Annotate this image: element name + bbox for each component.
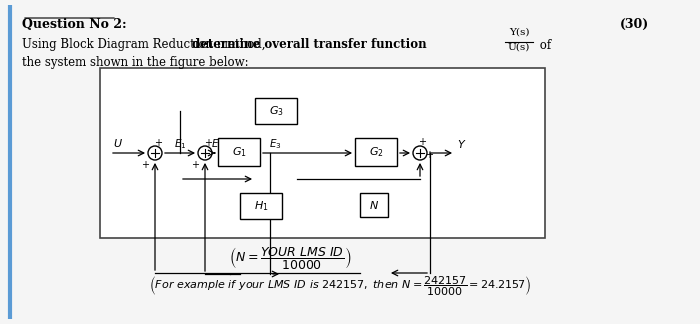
Text: $G_1$: $G_1$ [232,145,246,159]
Bar [255,98,297,124]
Text: +: + [425,150,433,160]
Text: of: of [536,39,551,52]
Bar [218,138,260,166]
Text: Y(s): Y(s) [509,28,529,37]
Text: $E_3$: $E_3$ [269,137,281,151]
Text: determine overall transfer function: determine overall transfer function [192,38,426,51]
Text: Using Block Diagram Reduction method,: Using Block Diagram Reduction method, [22,38,270,51]
Text: +: + [204,138,212,148]
Text: $E_2$: $E_2$ [211,137,223,151]
Text: $U$: $U$ [113,137,123,149]
Text: $Y$: $Y$ [457,138,466,150]
Bar [355,138,397,166]
Text: Question No 2:: Question No 2: [22,18,127,31]
Text: (30): (30) [620,18,650,31]
Text: U(s): U(s) [508,43,530,52]
Text: +: + [191,160,199,170]
Text: $E_1$: $E_1$ [174,137,186,151]
Text: +: + [418,137,426,147]
Text: $G_2$: $G_2$ [369,145,384,159]
Text: $N$: $N$ [369,199,379,211]
Text: $H_1$: $H_1$ [253,199,268,213]
Text: $G_3$: $G_3$ [269,104,284,118]
Text: +: + [154,138,162,148]
Bar [240,193,282,219]
Text: $\left(\mathit{For\ example\ if\ your\ LMS\ ID\ is\ 242157,\ then\ }N = \dfrac{2: $\left(\mathit{For\ example\ if\ your\ L… [148,275,531,298]
Text: +: + [141,160,149,170]
Bar [360,193,388,217]
FancyBboxPatch shape [100,68,545,238]
Text: $\left(N = \dfrac{\mathit{YOUR\ LMS\ ID}}{10000}\right)$: $\left(N = \dfrac{\mathit{YOUR\ LMS\ ID}… [229,245,351,271]
Text: the system shown in the figure below:: the system shown in the figure below: [22,56,248,69]
